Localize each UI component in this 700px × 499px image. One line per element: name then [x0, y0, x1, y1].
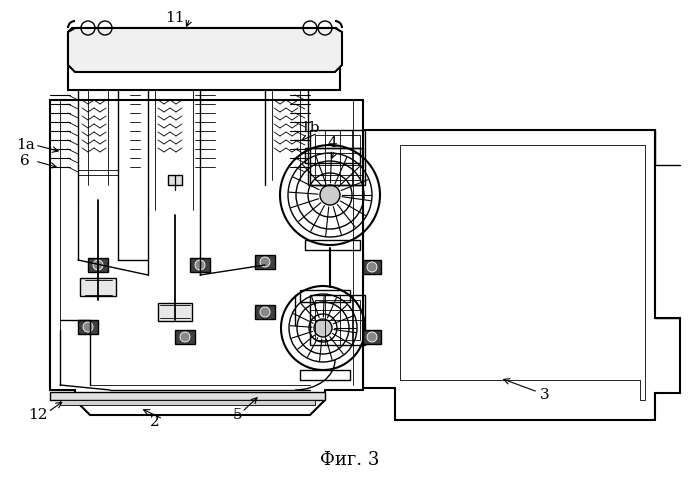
Bar — [310, 130, 365, 185]
Circle shape — [320, 185, 340, 205]
Text: 1a: 1a — [15, 138, 34, 152]
Bar — [300, 370, 350, 380]
Circle shape — [367, 332, 377, 342]
Bar — [190, 258, 210, 272]
Bar — [158, 303, 192, 321]
Circle shape — [367, 262, 377, 272]
Text: 5: 5 — [233, 408, 243, 422]
Text: 2: 2 — [150, 415, 160, 429]
Polygon shape — [348, 130, 680, 420]
Bar — [300, 290, 350, 302]
Polygon shape — [50, 100, 363, 415]
Text: 3: 3 — [540, 388, 550, 402]
Bar — [80, 278, 116, 296]
Circle shape — [180, 332, 190, 342]
Text: 6: 6 — [20, 154, 30, 168]
Bar — [88, 258, 108, 272]
Circle shape — [93, 260, 103, 270]
Text: 1b: 1b — [300, 121, 320, 135]
Bar — [305, 240, 360, 250]
Bar — [50, 392, 325, 400]
Circle shape — [83, 322, 93, 332]
Bar — [305, 148, 360, 163]
Text: 11: 11 — [165, 11, 185, 25]
Bar — [315, 300, 360, 340]
Text: 4: 4 — [327, 136, 337, 150]
Bar — [175, 330, 195, 344]
Bar — [255, 305, 275, 319]
Circle shape — [195, 260, 205, 270]
Circle shape — [260, 307, 270, 317]
Text: 12: 12 — [28, 408, 48, 422]
Bar — [255, 255, 275, 269]
Bar — [305, 148, 360, 153]
Bar — [310, 295, 365, 345]
Polygon shape — [68, 28, 342, 72]
Text: Фиг. 3: Фиг. 3 — [321, 451, 379, 469]
Polygon shape — [68, 28, 340, 90]
Bar — [60, 400, 315, 405]
Bar — [315, 135, 360, 180]
Circle shape — [260, 257, 270, 267]
Circle shape — [314, 319, 332, 337]
Bar — [78, 320, 98, 334]
Bar — [363, 330, 381, 344]
Bar — [363, 260, 381, 274]
Bar — [168, 175, 182, 185]
